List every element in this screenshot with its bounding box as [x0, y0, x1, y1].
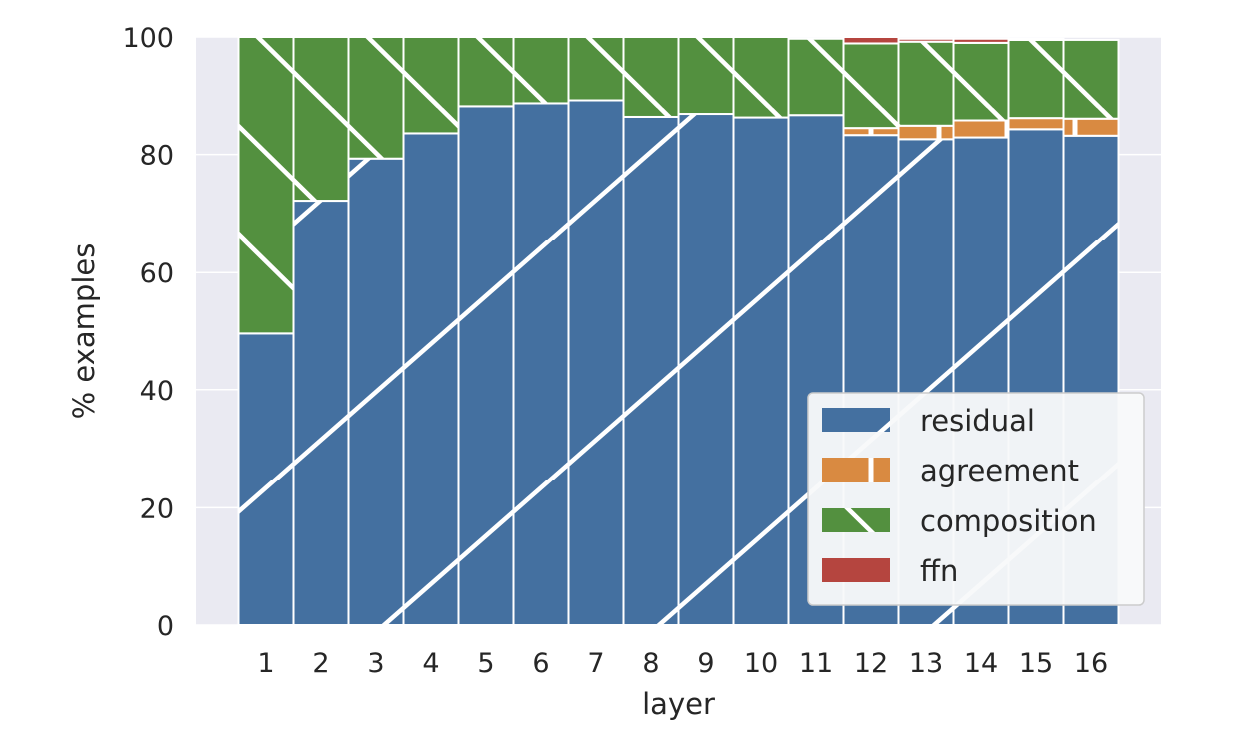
bar-hatch-composition-layer-1: [238, 37, 294, 334]
bar-hatch-residual-layer-6: [513, 103, 569, 626]
y-axis-title: % examples: [67, 243, 101, 420]
bar-hatch-composition-layer-4: [403, 37, 459, 134]
x-tick-label: 10: [744, 648, 778, 679]
bar-hatch-agreement-layer-16: [1063, 118, 1119, 136]
x-axis-title: layer: [642, 687, 715, 721]
x-tick-label: 8: [642, 648, 659, 679]
bar-hatch-composition-layer-13: [898, 41, 954, 126]
bar-hatch-composition-layer-3: [348, 37, 404, 159]
x-tick-label: 11: [799, 648, 833, 679]
x-tick-label: 4: [422, 648, 439, 679]
bar-hatch-composition-layer-11: [788, 38, 844, 116]
x-tick-label: 14: [964, 648, 998, 679]
bar-hatch-residual-layer-1: [238, 333, 294, 625]
bar-hatch-composition-layer-6: [513, 37, 569, 104]
legend-label-agreement: agreement: [920, 454, 1079, 488]
x-tick-label: 13: [909, 648, 943, 679]
legend-box: [807, 392, 1145, 606]
x-tick-labels: 1 2 3 4 5 6 7 8 9 10 11 12 13 14 15 16: [257, 648, 1108, 679]
bar-hatch-agreement-layer-12: [843, 128, 899, 136]
bar-hatch-composition-layer-8: [623, 37, 679, 117]
bar-hatch-agreement-layer-15: [1008, 118, 1064, 130]
y-tick-label: 60: [140, 258, 174, 289]
x-tick-label: 9: [697, 648, 714, 679]
bar-hatch-residual-layer-5: [458, 106, 514, 625]
y-tick-label: 80: [140, 141, 174, 172]
legend-label-residual: residual: [920, 404, 1035, 438]
bar-hatch-residual-layer-4: [403, 133, 459, 625]
legend-label-ffn: ffn: [920, 554, 958, 588]
bar-hatch-agreement-layer-14: [953, 120, 1009, 138]
bar-hatch-composition-layer-5: [458, 37, 514, 107]
bar-ffn-layer-13: [898, 38, 954, 42]
bar-hatch-agreement-layer-13: [898, 125, 954, 140]
bar-hatch-composition-layer-12: [843, 43, 899, 129]
bar-hatch-composition-layer-7: [568, 37, 624, 101]
y-tick-label: 0: [157, 611, 174, 642]
bar-edge-ffn-layer-15: [1007, 37, 1065, 41]
bar-hatch-residual-layer-3: [348, 158, 404, 625]
y-tick-label: 100: [122, 23, 174, 54]
bar-edge-composition-layer-16: [1062, 38, 1120, 120]
legend-swatch-ffn: [822, 558, 890, 582]
bar-hatch-residual-layer-7: [568, 100, 624, 625]
y-tick-label: 40: [140, 376, 174, 407]
bar-hatch-composition-layer-15: [1008, 39, 1064, 119]
bar-ffn-layer-14: [953, 38, 1009, 43]
x-tick-label: 12: [854, 648, 888, 679]
x-tick-label: 6: [532, 648, 549, 679]
bar-hatch-composition-layer-9: [678, 37, 734, 115]
x-tick-label: 7: [587, 648, 604, 679]
bar-hatch-residual-layer-10: [733, 117, 789, 625]
x-tick-label: 15: [1019, 648, 1053, 679]
legend-swatch-hatch-agreement: [822, 458, 890, 482]
x-tick-label: 16: [1074, 648, 1108, 679]
legend-label-composition: composition: [920, 504, 1097, 538]
x-tick-label: 1: [257, 648, 274, 679]
x-tick-label: 5: [477, 648, 494, 679]
y-tick-label: 20: [140, 493, 174, 524]
bar-hatch-residual-layer-9: [678, 114, 734, 625]
bar-hatch-composition-layer-2: [293, 37, 349, 202]
legend: residual agreement composition ffn: [807, 392, 1145, 606]
bars: [237, 36, 1120, 627]
x-tick-label: 2: [312, 648, 329, 679]
x-tick-label: 3: [367, 648, 384, 679]
bar-hatch-composition-layer-16: [1063, 39, 1119, 119]
bar-ffn-layer-12: [843, 37, 899, 44]
legend-swatch-hatch-residual: [822, 408, 890, 432]
bar-hatch-residual-layer-2: [293, 201, 349, 625]
legend-swatch-hatch-composition: [822, 508, 890, 532]
bar-hatch-composition-layer-10: [733, 37, 789, 118]
y-tick-labels: 0 20 40 60 80 100: [122, 23, 174, 642]
bar-hatch-residual-layer-8: [623, 116, 679, 625]
bar-hatch-composition-layer-14: [953, 42, 1009, 121]
